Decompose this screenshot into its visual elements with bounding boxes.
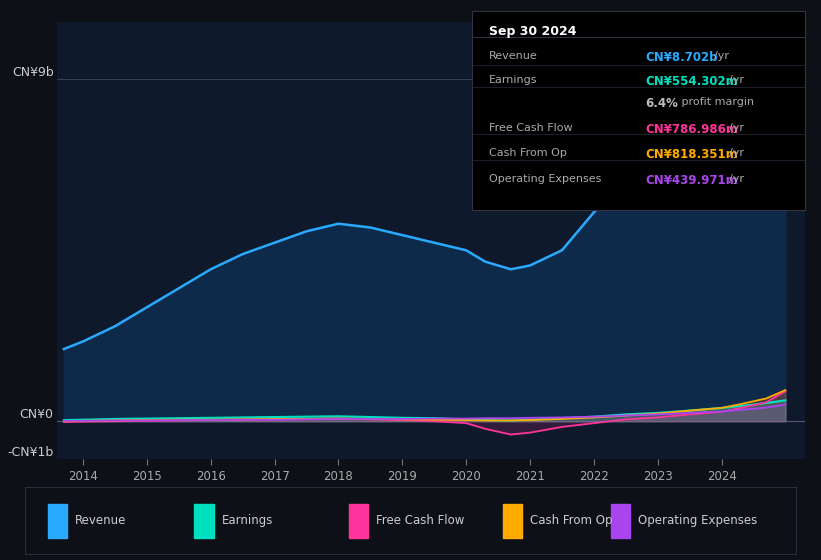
- Text: Operating Expenses: Operating Expenses: [488, 174, 601, 184]
- Bar: [611, 504, 631, 538]
- Text: CN¥0: CN¥0: [20, 408, 53, 421]
- Text: profit margin: profit margin: [677, 97, 754, 107]
- Text: /yr: /yr: [729, 75, 744, 85]
- Text: 6.4%: 6.4%: [645, 97, 678, 110]
- Bar: [349, 504, 368, 538]
- Text: Earnings: Earnings: [222, 514, 273, 528]
- Text: -CN¥1b: -CN¥1b: [7, 446, 53, 459]
- Text: CN¥9b: CN¥9b: [12, 67, 53, 80]
- Text: Cash From Op: Cash From Op: [530, 514, 612, 528]
- Text: Earnings: Earnings: [488, 75, 537, 85]
- Text: Free Cash Flow: Free Cash Flow: [488, 123, 572, 133]
- Text: Free Cash Flow: Free Cash Flow: [376, 514, 464, 528]
- Text: Sep 30 2024: Sep 30 2024: [488, 25, 576, 38]
- Text: CN¥786.986m: CN¥786.986m: [645, 123, 738, 136]
- Text: Cash From Op: Cash From Op: [488, 148, 566, 158]
- Text: /yr: /yr: [729, 174, 744, 184]
- Text: CN¥8.702b: CN¥8.702b: [645, 51, 718, 64]
- Text: /yr: /yr: [729, 148, 744, 158]
- Text: /yr: /yr: [729, 123, 744, 133]
- Bar: [48, 504, 67, 538]
- Text: /yr: /yr: [714, 51, 729, 61]
- Bar: [503, 504, 522, 538]
- Bar: [195, 504, 213, 538]
- Text: CN¥818.351m: CN¥818.351m: [645, 148, 738, 161]
- Text: CN¥439.971m: CN¥439.971m: [645, 174, 738, 187]
- Text: CN¥554.302m: CN¥554.302m: [645, 75, 738, 88]
- Text: Revenue: Revenue: [488, 51, 538, 61]
- Text: Operating Expenses: Operating Expenses: [638, 514, 758, 528]
- Text: Revenue: Revenue: [75, 514, 126, 528]
